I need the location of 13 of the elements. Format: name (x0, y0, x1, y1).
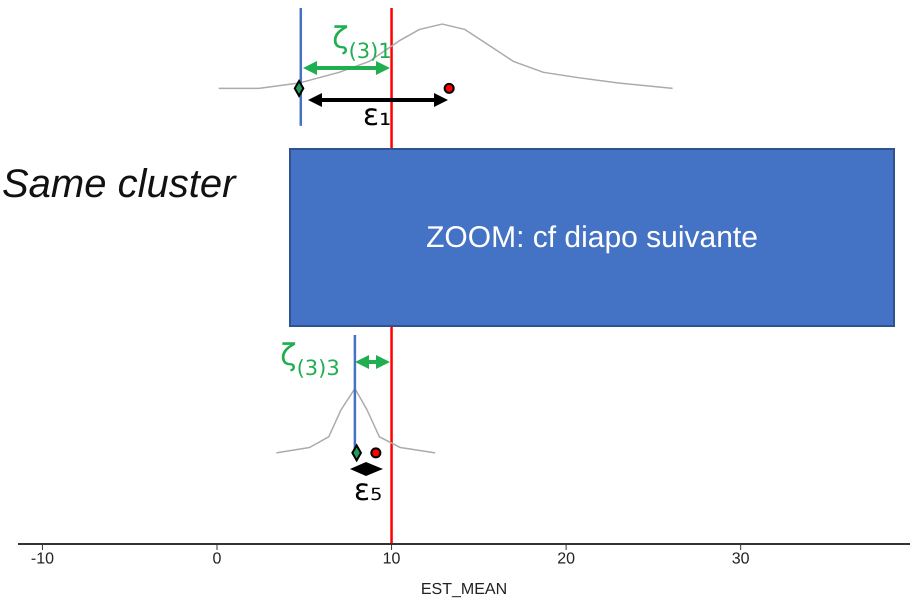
x-tick-label: 0 (212, 550, 222, 568)
x-tick-label: 20 (557, 550, 576, 568)
annotation: ζ$_{(3)3}$ (280, 338, 340, 380)
x-tick-label: 10 (382, 550, 401, 568)
x-tick-label: -10 (30, 550, 54, 568)
text-box: ZOOM: cf diapo suivante (289, 148, 895, 327)
annotation: ε₅ (354, 473, 382, 508)
annotation: ε₁ (362, 98, 392, 134)
annotation: ζ$_{(3)1}$ (332, 21, 392, 63)
x-axis-title: EST_MEAN (420, 581, 508, 598)
x-tick-label: 30 (732, 550, 750, 568)
annotation: Same cluster (2, 162, 236, 207)
annotation: ZOOM: cf diapo suivante (426, 220, 758, 254)
